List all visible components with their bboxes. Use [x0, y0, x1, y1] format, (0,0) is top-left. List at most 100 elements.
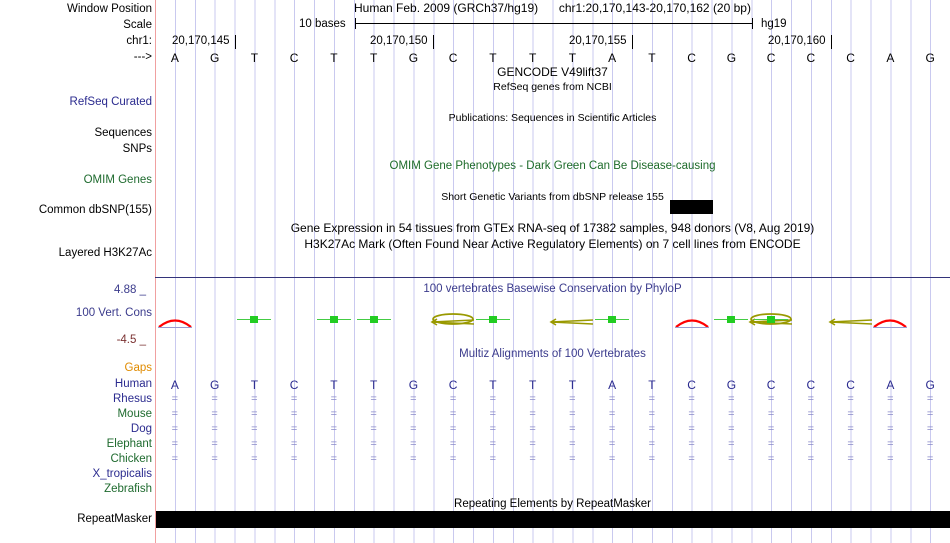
species-label-chicken[interactable]: Chicken: [110, 453, 152, 465]
ruler-coordinate-label: 20,170,160: [768, 35, 826, 47]
alignment-base-human: T: [528, 378, 537, 392]
alignment-match-mark: =: [767, 438, 775, 450]
species-label-elephant[interactable]: Elephant: [106, 438, 152, 450]
species-label-zebrafish[interactable]: Zebrafish: [104, 483, 152, 495]
conservation-top-border: [155, 277, 950, 278]
alignment-match-mark: =: [847, 453, 854, 465]
alignment-match-mark: =: [887, 393, 894, 405]
alignment-match-mark: =: [370, 408, 377, 420]
conservation-green-mark[interactable]: [329, 316, 338, 323]
alignment-match-mark: =: [887, 423, 894, 435]
alignment-match-mark: =: [529, 393, 536, 405]
alignment-match-mark: =: [688, 423, 695, 435]
alignment-match-mark: =: [648, 393, 656, 405]
ruler-coordinate-label: 20,170,155: [569, 35, 627, 47]
alignment-match-mark: =: [926, 423, 934, 435]
label-layered-h3k27ac[interactable]: Layered H3K27Ac: [58, 247, 152, 259]
alignment-match-mark: =: [688, 408, 695, 420]
conservation-negative-loop[interactable]: [430, 312, 476, 328]
sequence-base: T: [528, 51, 537, 65]
label-snps[interactable]: SNPs: [122, 143, 152, 155]
conservation-positive-peak[interactable]: [157, 315, 192, 329]
alignment-match-mark: =: [410, 438, 417, 450]
conservation-green-mark[interactable]: [369, 316, 378, 323]
alignment-match-mark: =: [489, 408, 497, 420]
label-sequences[interactable]: Sequences: [94, 127, 152, 139]
alignment-base-human: C: [448, 378, 458, 392]
alignment-match-mark: =: [688, 453, 695, 465]
conservation-positive-peak[interactable]: [873, 315, 908, 329]
species-label-x_tropicalis[interactable]: X_tropicalis: [92, 468, 152, 480]
label-common-dbsnp[interactable]: Common dbSNP(155): [38, 204, 152, 216]
alignment-match-mark: =: [449, 408, 457, 420]
scale-bar-label: 10 bases: [299, 18, 346, 30]
species-label-mouse[interactable]: Mouse: [117, 408, 152, 420]
conservation-min-value: -4.5 _: [116, 334, 146, 346]
alignment-match-mark: =: [370, 423, 377, 435]
ruler-coordinate-label: 20,170,150: [370, 35, 428, 47]
alignment-match-mark: =: [728, 393, 735, 405]
sequence-base: C: [448, 51, 458, 65]
conservation-positive-peak[interactable]: [674, 315, 709, 329]
alignment-match-mark: =: [251, 453, 258, 465]
alignment-match-mark: =: [767, 393, 775, 405]
alignment-base-human: C: [289, 378, 299, 392]
conservation-green-mark[interactable]: [250, 316, 259, 323]
label-repeatmasker[interactable]: RepeatMasker: [77, 513, 152, 525]
conservation-negative-mark[interactable]: [828, 317, 874, 327]
species-label-human[interactable]: Human: [114, 378, 152, 390]
position-text: chr1:20,170,143-20,170,162 (20 bp): [558, 1, 751, 15]
alignment-match-mark: =: [290, 438, 298, 450]
alignment-match-mark: =: [847, 393, 854, 405]
conservation-green-mark[interactable]: [488, 316, 497, 323]
species-label-list: Human Rhesus Mouse Dog Elephant Chicken X_trop…: [0, 0, 152, 543]
track-title-phylop: 100 vertebrates Basewise Conservation by…: [423, 283, 682, 295]
alignment-base-human: C: [806, 378, 816, 392]
alignment-match-mark: =: [171, 393, 179, 405]
alignment-match-mark: =: [728, 453, 735, 465]
alignment-base-human: C: [766, 378, 776, 392]
conservation-max-value: 4.88 _: [114, 284, 146, 296]
label-100-vert-cons[interactable]: 100 Vert. Cons: [75, 307, 152, 319]
sequence-base: C: [766, 51, 776, 65]
alignment-match-mark: =: [489, 393, 497, 405]
grid-lines: [155, 0, 950, 543]
label-omim-genes[interactable]: OMIM Genes: [83, 174, 152, 186]
alignment-base-human: A: [170, 378, 179, 392]
alignment-base-human: A: [886, 378, 895, 392]
alignment-match-mark: =: [926, 393, 934, 405]
alignment-match-mark: =: [211, 453, 218, 465]
sequence-base: G: [209, 51, 220, 65]
species-label-dog[interactable]: Dog: [130, 423, 152, 435]
dbsnp-variant-item[interactable]: [670, 200, 713, 214]
repeatmasker-feature-bar[interactable]: [156, 511, 950, 528]
alignment-match-mark: =: [489, 438, 497, 450]
conservation-green-mark[interactable]: [727, 316, 736, 323]
alignment-match-mark: =: [728, 438, 735, 450]
conservation-green-mark[interactable]: [767, 316, 776, 323]
alignment-match-mark: =: [290, 453, 298, 465]
left-boundary-line: [155, 0, 156, 543]
alignment-match-mark: =: [410, 453, 417, 465]
alignment-base-human: T: [489, 378, 497, 392]
alignment-match-mark: =: [171, 408, 179, 420]
ruler-tick: [235, 35, 236, 49]
sequence-base: A: [608, 51, 617, 65]
alignment-match-mark: =: [330, 453, 338, 465]
alignment-base-human: T: [568, 378, 577, 392]
sequence-base: G: [408, 51, 419, 65]
alignment-match-mark: =: [648, 453, 656, 465]
track-label-column: Window Position Scale chr1: ---> RefSeq …: [0, 0, 152, 543]
conservation-green-mark[interactable]: [608, 316, 617, 323]
assembly-title: Human Feb. 2009 (GRCh37/hg19): [354, 1, 539, 15]
track-title-h3k27ac: H3K27Ac Mark (Often Found Near Active Re…: [304, 237, 801, 251]
conservation-negative-loop[interactable]: [748, 312, 794, 328]
label-refseq-curated[interactable]: RefSeq Curated: [69, 96, 152, 108]
species-label-rhesus[interactable]: Rhesus: [113, 393, 152, 405]
conservation-negative-mark[interactable]: [549, 317, 595, 327]
sequence-base: A: [170, 51, 179, 65]
label-chrom: chr1:: [126, 35, 152, 47]
alignment-match-mark: =: [807, 453, 815, 465]
alignment-match-mark: =: [330, 393, 338, 405]
alignment-match-mark: =: [807, 408, 815, 420]
